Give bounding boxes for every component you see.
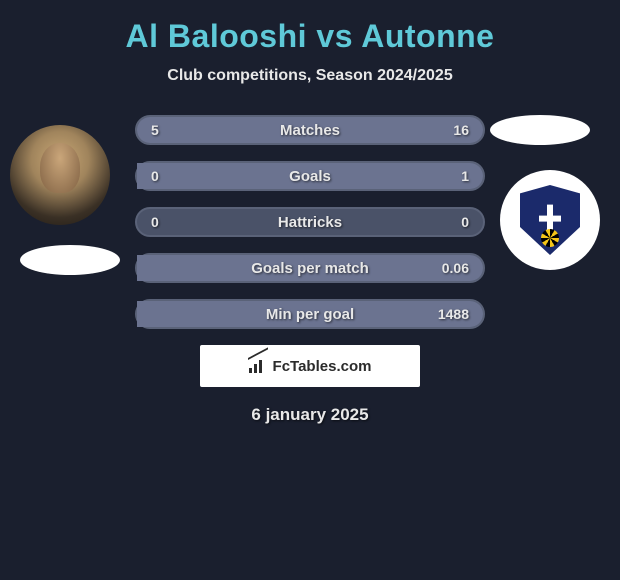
player-left-avatar xyxy=(10,125,110,225)
stat-fill-left xyxy=(137,117,220,143)
stat-label: Goals xyxy=(289,168,331,185)
branding-badge: FcTables.com xyxy=(200,345,420,387)
stat-row-hattricks: 0 Hattricks 0 xyxy=(135,207,485,237)
stat-label: Matches xyxy=(280,122,340,139)
stat-right-value: 0.06 xyxy=(442,260,469,276)
stats-bars: 5 Matches 16 0 Goals 1 0 Hattricks 0 xyxy=(135,115,485,329)
branding-text: FcTables.com xyxy=(273,358,372,375)
stat-right-value: 1 xyxy=(461,168,469,184)
bar-chart-icon xyxy=(249,359,267,373)
stat-right-value: 16 xyxy=(453,122,469,138)
stat-left-value: 5 xyxy=(151,122,159,138)
content-area: 5 Matches 16 0 Goals 1 0 Hattricks 0 xyxy=(0,115,620,425)
stat-label: Min per goal xyxy=(266,306,354,323)
stat-right-value: 0 xyxy=(461,214,469,230)
stat-row-min-per-goal: Min per goal 1488 xyxy=(135,299,485,329)
player-right-flag xyxy=(490,115,590,145)
stat-row-goals: 0 Goals 1 xyxy=(135,161,485,191)
stat-left-value: 0 xyxy=(151,214,159,230)
stat-left-value: 0 xyxy=(151,168,159,184)
stat-label: Hattricks xyxy=(278,214,342,231)
date-label: 6 january 2025 xyxy=(0,405,620,425)
infographic-root: Al Balooshi vs Autonne Club competitions… xyxy=(0,0,620,435)
stat-fill-right xyxy=(220,117,483,143)
stat-row-goals-per-match: Goals per match 0.06 xyxy=(135,253,485,283)
stat-row-matches: 5 Matches 16 xyxy=(135,115,485,145)
club-crest-icon xyxy=(520,185,580,255)
stat-right-value: 1488 xyxy=(438,306,469,322)
stat-label: Goals per match xyxy=(251,260,369,277)
player-left-flag xyxy=(20,245,120,275)
page-subtitle: Club competitions, Season 2024/2025 xyxy=(0,67,620,85)
player-right-avatar xyxy=(500,170,600,270)
page-title: Al Balooshi vs Autonne xyxy=(0,18,620,55)
